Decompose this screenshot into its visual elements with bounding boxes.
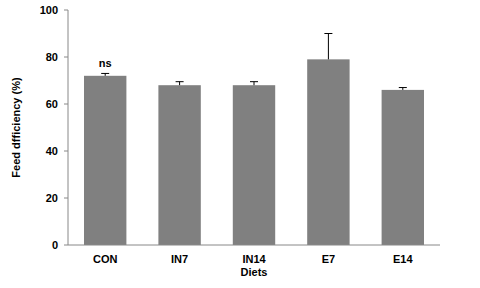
- x-tick-label: CON: [93, 253, 118, 265]
- error-bar: [399, 88, 407, 90]
- chart-container: 0 20 40 60 80 100 CON IN7 IN14 E7 E14 Diets Feed dff…: [0, 0, 480, 288]
- x-tick-label: E14: [393, 253, 413, 265]
- bar: [158, 85, 200, 245]
- y-tick: [64, 245, 68, 246]
- bar: [307, 59, 349, 245]
- bar: [233, 85, 275, 245]
- y-tick-label: 60: [46, 98, 58, 110]
- y-tick-label: 0: [52, 239, 58, 251]
- error-stem: [179, 82, 180, 86]
- error-bar: [176, 82, 184, 86]
- bars: [84, 34, 424, 246]
- x-axis-label: Diets: [241, 266, 268, 278]
- y-tick: [64, 151, 68, 152]
- error-cap: [399, 87, 407, 88]
- bar: [382, 90, 424, 245]
- y-tick-label: 20: [46, 192, 58, 204]
- y-tick-label: 80: [46, 51, 58, 63]
- chart-svg: 0 20 40 60 80 100 CON IN7 IN14 E7 E14 Diets Feed dff…: [0, 0, 480, 288]
- x-axis: [68, 245, 440, 246]
- annotation: ns: [99, 57, 112, 69]
- error-cap: [324, 33, 332, 34]
- x-tick-label: IN7: [171, 253, 188, 265]
- x-tick-label: IN14: [242, 253, 266, 265]
- y-tick-label: 40: [46, 145, 58, 157]
- y-axis: [68, 10, 69, 245]
- error-bar: [324, 34, 332, 60]
- y-tick: [64, 10, 68, 11]
- y-axis-label: Feed dfficiency (%): [10, 77, 22, 178]
- error-cap: [176, 81, 184, 82]
- error-cap: [101, 73, 109, 74]
- bar: [84, 76, 126, 245]
- error-stem: [328, 34, 329, 60]
- y-tick: [64, 104, 68, 105]
- y-tick: [64, 198, 68, 199]
- y-tick-label: 100: [40, 4, 58, 16]
- error-stem: [254, 82, 255, 86]
- error-bar: [101, 73, 109, 75]
- error-cap: [250, 81, 258, 82]
- error-bar: [250, 82, 258, 86]
- x-tick-label: E7: [322, 253, 335, 265]
- y-tick: [64, 57, 68, 58]
